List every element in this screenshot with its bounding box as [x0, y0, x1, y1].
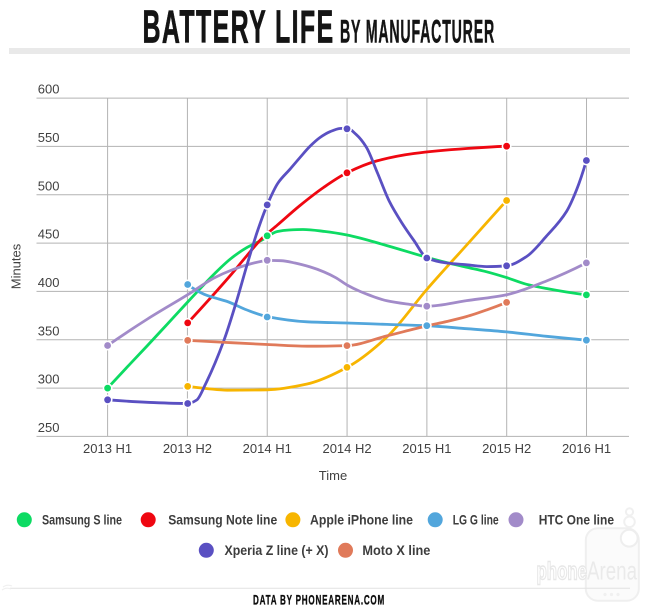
- svg-text:350: 350: [38, 323, 60, 338]
- svg-text:2015 H2: 2015 H2: [482, 441, 531, 456]
- svg-text:2014 H2: 2014 H2: [322, 441, 371, 456]
- svg-text:400: 400: [38, 275, 60, 290]
- svg-text:BY MANUFACTURER: BY MANUFACTURER: [340, 14, 495, 50]
- svg-text:500: 500: [38, 178, 60, 193]
- svg-text:phone: phone: [537, 558, 588, 586]
- svg-text:Xperia Z line (+ X): Xperia Z line (+ X): [225, 543, 329, 558]
- svg-text:2013 H1: 2013 H1: [83, 441, 132, 456]
- svg-text:300: 300: [38, 372, 60, 387]
- svg-text:HTC One line: HTC One line: [539, 513, 615, 528]
- svg-text:2016 H1: 2016 H1: [562, 441, 611, 456]
- svg-text:2013 H2: 2013 H2: [163, 441, 212, 456]
- svg-text:Samsung Note line: Samsung Note line: [168, 513, 277, 528]
- svg-text:550: 550: [38, 130, 60, 145]
- svg-text:Apple iPhone line: Apple iPhone line: [310, 513, 413, 528]
- svg-text:2014 H1: 2014 H1: [243, 441, 292, 456]
- svg-text:Time: Time: [319, 468, 347, 483]
- svg-text:Samsung S line: Samsung S line: [42, 513, 122, 528]
- svg-text:LG G line: LG G line: [453, 513, 499, 528]
- svg-text:BATTERY LIFE: BATTERY LIFE: [143, 1, 335, 53]
- svg-text:Arena: Arena: [587, 556, 637, 586]
- svg-text:Moto X line: Moto X line: [362, 543, 430, 558]
- svg-text:DATA BY PHONEARENA.COM: DATA BY PHONEARENA.COM: [253, 592, 385, 608]
- svg-text:250: 250: [38, 420, 60, 435]
- svg-text:600: 600: [38, 82, 60, 97]
- svg-text:450: 450: [38, 227, 60, 242]
- svg-text:Minutes: Minutes: [9, 243, 24, 289]
- svg-text:2015 H1: 2015 H1: [402, 441, 451, 456]
